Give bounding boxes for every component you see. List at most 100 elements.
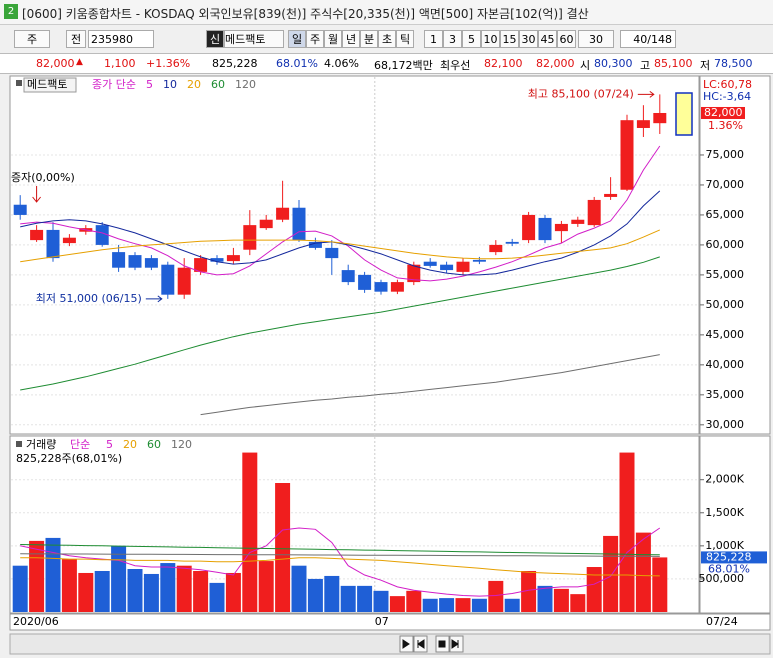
candle-body xyxy=(358,274,372,290)
count-input[interactable]: 40/148 xyxy=(620,30,676,48)
candle-body xyxy=(161,264,175,295)
volume: 825,228 xyxy=(212,57,258,70)
window-badge: 2 xyxy=(4,4,18,19)
candle-body xyxy=(308,241,322,248)
legend-entry: 60 xyxy=(211,78,225,91)
candle-body xyxy=(620,120,634,190)
ask: 82,000 xyxy=(536,57,575,70)
low-label: 저 xyxy=(700,59,711,72)
volume-bar xyxy=(586,567,602,612)
volume-bar xyxy=(111,545,127,612)
candle-body xyxy=(226,255,240,262)
scroll-icon xyxy=(402,639,410,649)
y-tick-label: 35,000 xyxy=(706,388,745,401)
moving-average xyxy=(20,229,661,263)
turnover: 4.06% xyxy=(324,57,359,70)
legend-entry: 120 xyxy=(171,438,192,451)
volume-bar xyxy=(324,575,340,612)
candle-body xyxy=(30,229,44,241)
period-button[interactable]: 분 xyxy=(360,30,378,48)
cursor-box xyxy=(675,92,693,136)
period-button[interactable]: 틱 xyxy=(396,30,414,48)
moving-average xyxy=(20,544,660,556)
legend-entry: 20 xyxy=(187,78,201,91)
mode-button[interactable]: 전 xyxy=(66,30,86,48)
volume-bar xyxy=(504,598,520,612)
y-tick-label: 2,000K xyxy=(705,473,744,486)
candle-body xyxy=(472,259,486,262)
period-button[interactable]: 월 xyxy=(324,30,342,48)
quote-row: 82,000 ▲ 1,100 +1.36% 825,228 68.01% 4.0… xyxy=(0,53,773,74)
interval-button[interactable]: 5 xyxy=(462,30,481,48)
candle-body xyxy=(341,270,355,283)
interval-button[interactable]: 45 xyxy=(538,30,557,48)
up-arrow: ▲ xyxy=(76,57,83,67)
legend-entry: 5 xyxy=(146,78,153,91)
price-legend-label: 종가 단순 xyxy=(92,78,136,91)
volume-bar xyxy=(553,588,569,612)
interval-combo[interactable]: 30 xyxy=(578,30,614,48)
interval-button[interactable]: 60 xyxy=(557,30,576,48)
interval-button[interactable]: 10 xyxy=(481,30,500,48)
legend-volume: 거래량 단순 825,228주(68,01%) xyxy=(16,438,122,465)
candle-body xyxy=(390,282,404,292)
interval-button[interactable]: 30 xyxy=(519,30,538,48)
x-tick-label: 2020/06 xyxy=(13,615,59,628)
volume-bar xyxy=(242,452,258,612)
candle-body xyxy=(604,193,618,197)
priority-label: 최우선 xyxy=(440,59,471,72)
volume-bar xyxy=(455,598,471,612)
type-combo[interactable]: 주 xyxy=(14,30,50,48)
candle-body xyxy=(440,264,454,271)
moving-average xyxy=(20,145,661,282)
volume-bar xyxy=(143,573,159,612)
volume-bar xyxy=(291,565,307,612)
hc-label: HC:-3,64 xyxy=(703,90,751,103)
moving-average xyxy=(20,190,661,276)
y-tick-label: 55,000 xyxy=(706,268,745,281)
moving-average xyxy=(200,354,660,416)
interval-button[interactable]: 3 xyxy=(443,30,462,48)
candle-body xyxy=(554,223,568,232)
last-price-box xyxy=(701,106,745,119)
candle-body xyxy=(325,247,339,259)
y-tick-label: 40,000 xyxy=(706,358,745,371)
interval-button[interactable]: 15 xyxy=(500,30,519,48)
period-button[interactable]: 초 xyxy=(378,30,396,48)
candle-body xyxy=(62,237,76,244)
scroll-bar[interactable] xyxy=(9,633,771,655)
lc-label: LC:60,78 xyxy=(703,78,752,91)
high-annotation: 최고 85,100 (07/24) xyxy=(528,87,634,100)
candle-body xyxy=(276,207,290,220)
volume-bar xyxy=(389,596,405,612)
low-annotation: 최저 51,000 (06/15) xyxy=(36,292,142,305)
candle-body xyxy=(128,255,142,268)
volume-bar xyxy=(471,598,487,612)
x-tick-label: 07 xyxy=(375,615,389,628)
period-button[interactable]: 주 xyxy=(306,30,324,48)
price: 82,000 xyxy=(36,57,75,70)
candle-body xyxy=(177,267,191,295)
candle-body xyxy=(571,219,585,224)
candle-body xyxy=(653,112,667,124)
change: 1,100 xyxy=(104,57,136,70)
scroll-icon xyxy=(417,639,425,649)
title-bar: 2 [0600] 키움종합차트 - KOSDAQ 외국인보유[839(천)] 주… xyxy=(0,0,773,25)
volume-bar xyxy=(160,563,176,612)
high-arrow xyxy=(637,91,655,98)
open-label: 시 xyxy=(580,59,591,72)
period-button[interactable]: 년 xyxy=(342,30,360,48)
volume-bar xyxy=(307,578,323,612)
period-button[interactable]: 일 xyxy=(288,30,306,48)
bid: 82,100 xyxy=(484,57,523,70)
interval-button[interactable]: 1 xyxy=(424,30,443,48)
candle-body xyxy=(112,252,126,268)
candle-body xyxy=(489,244,503,253)
volume-bar xyxy=(422,598,438,612)
candle-body xyxy=(292,207,306,241)
code-input[interactable]: 235980 xyxy=(88,30,154,48)
candle-body xyxy=(243,225,257,250)
volume-ratio: 68.01% xyxy=(276,57,318,70)
candle-body xyxy=(456,261,470,272)
cursor-date: 07/24 xyxy=(706,615,738,628)
